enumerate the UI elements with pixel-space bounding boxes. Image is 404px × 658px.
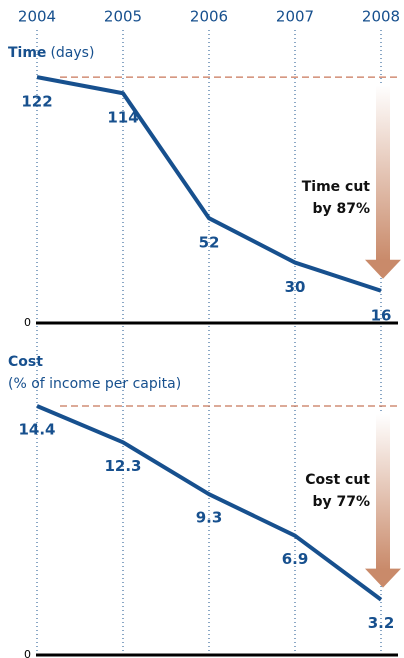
- data-label: 30: [285, 278, 306, 296]
- x-tick-label: 2005: [104, 8, 142, 26]
- x-tick-label: 2007: [276, 8, 314, 26]
- arrow-head: [365, 568, 401, 588]
- arrow-shaft: [376, 414, 390, 570]
- data-label: 12.3: [104, 457, 141, 475]
- data-label: 14.4: [18, 421, 55, 439]
- arrow-head: [365, 259, 401, 279]
- annotation: by 77%: [312, 494, 370, 510]
- data-label: 16: [371, 306, 392, 324]
- data-label: 114: [107, 109, 138, 127]
- x-tick-label: 2004: [18, 8, 56, 26]
- data-label: 9.3: [196, 509, 223, 527]
- y-tick-label: 0: [24, 648, 31, 658]
- chart-title: Cost: [8, 354, 43, 370]
- chart-title: Time (days): [8, 45, 94, 61]
- annotation: Time cut: [302, 179, 371, 195]
- subtitle-text: (days): [50, 45, 94, 61]
- title-text: Time: [8, 45, 46, 61]
- annotation: Cost cut: [305, 472, 370, 488]
- x-tick-label: 2008: [362, 8, 400, 26]
- chart-subtitle: (% of income per capita): [8, 376, 181, 392]
- arrow-shaft: [376, 85, 390, 261]
- y-tick-label: 0: [24, 316, 31, 329]
- x-tick-label: 2006: [190, 8, 228, 26]
- data-label: 6.9: [282, 550, 309, 568]
- data-label: 52: [199, 234, 220, 252]
- data-line: [36, 404, 383, 602]
- data-label: 3.2: [368, 614, 395, 632]
- data-label: 122: [21, 93, 52, 111]
- annotation: by 87%: [312, 201, 370, 217]
- data-line: [36, 75, 382, 293]
